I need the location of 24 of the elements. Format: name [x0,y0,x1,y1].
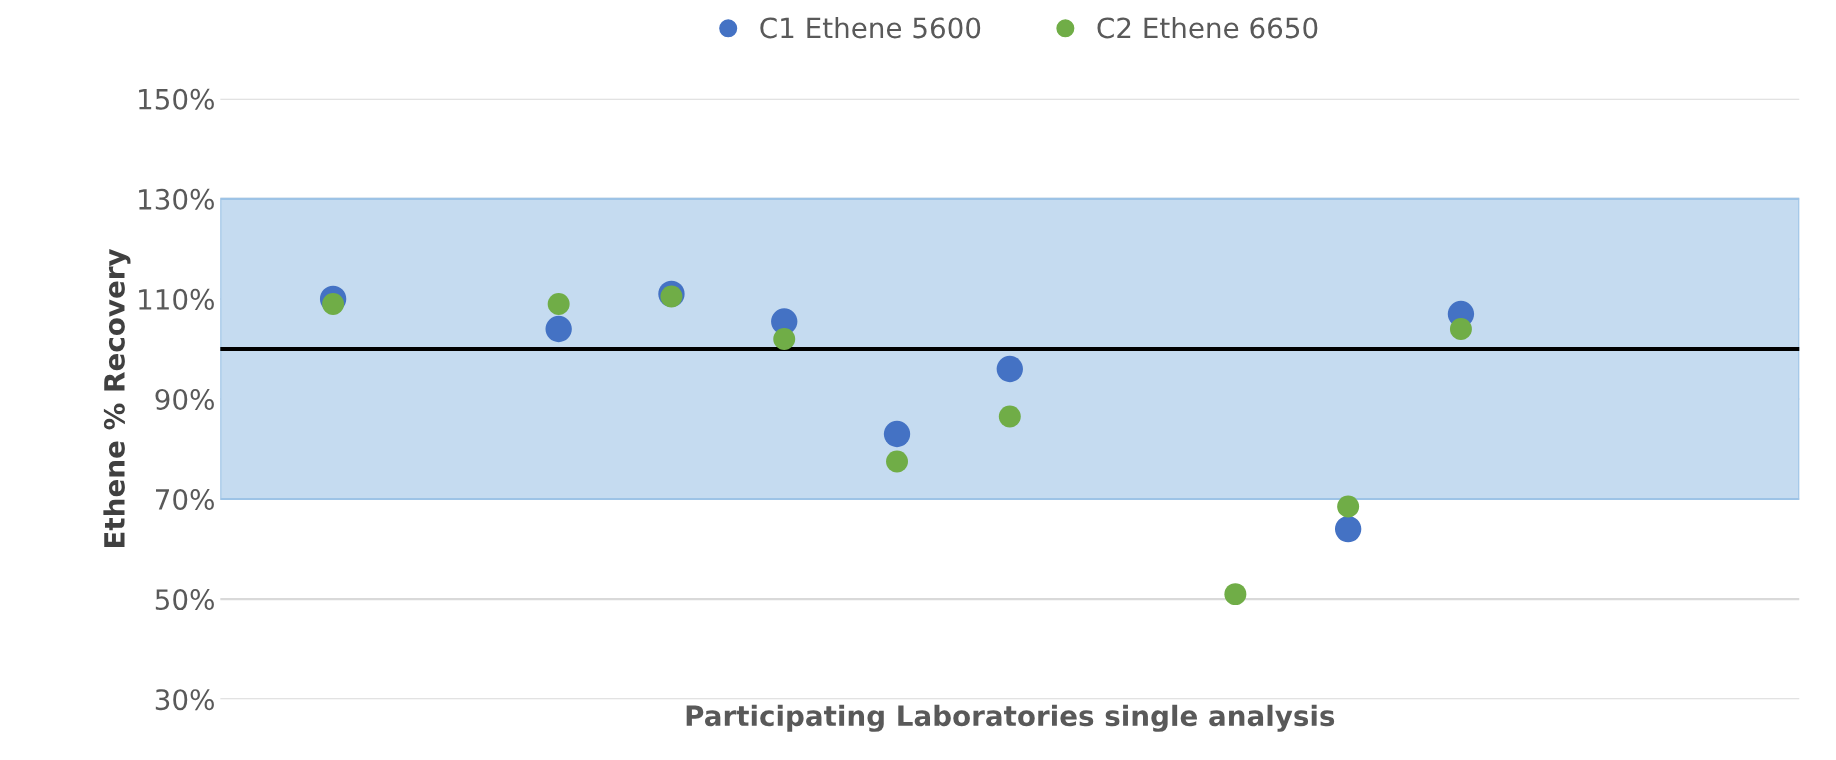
point [996,355,1023,383]
point [1449,317,1472,340]
x-axis-title: Participating Laboratories single analysis [686,704,1335,732]
legend-label: C2 Ethene 6650 [1097,16,1318,39]
point [1224,583,1247,606]
point [545,315,572,343]
point [998,405,1021,428]
point [1334,515,1362,543]
point [660,285,683,308]
legend-label: C1 Ethene 5600 [760,16,981,39]
y-axis-title: Ethene % Recovery [103,248,131,548]
point [1337,495,1360,518]
y-tick-label: 110% [139,288,214,310]
point [773,327,796,350]
y-tick-label: 70% [156,489,214,511]
y-tick-label: 150% [139,88,214,110]
y-tick-label: 30% [155,689,214,711]
y-tick-label: 130% [139,188,214,210]
y-tick-label: 50% [155,589,214,611]
point [883,420,911,448]
point [547,292,570,315]
point [886,450,908,473]
point [322,292,345,315]
y-tick-label: 90% [155,388,214,410]
